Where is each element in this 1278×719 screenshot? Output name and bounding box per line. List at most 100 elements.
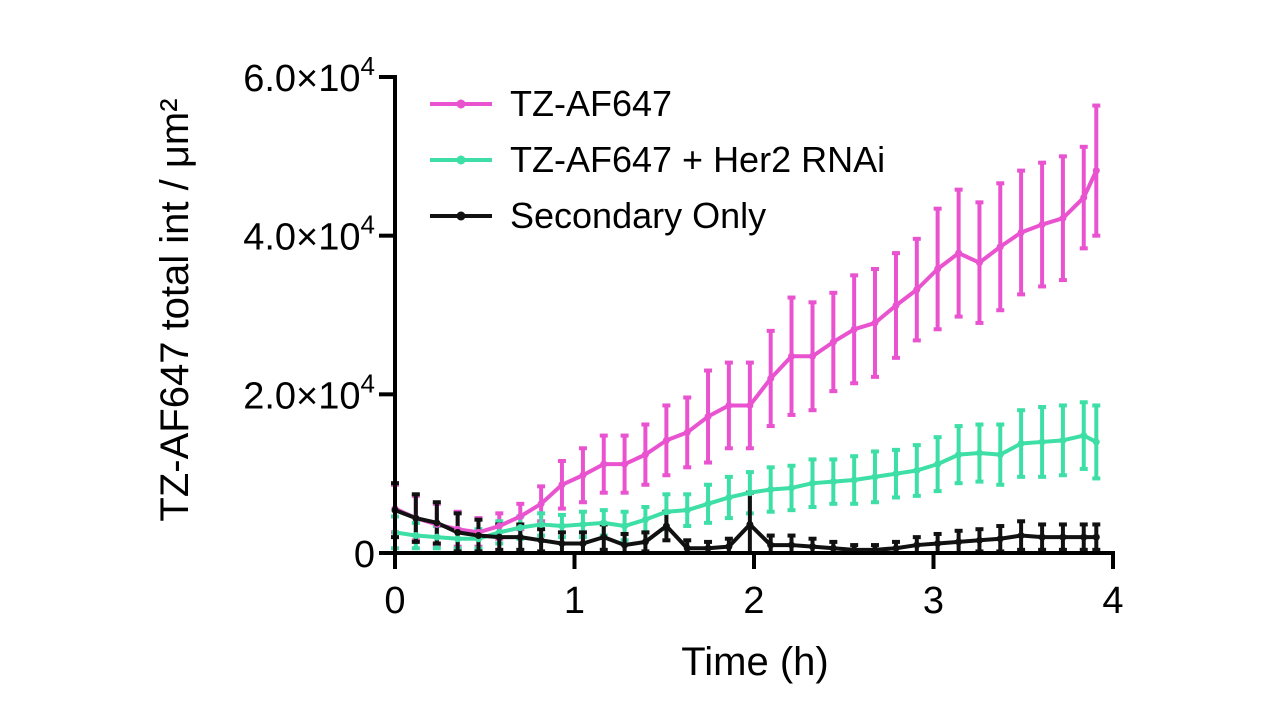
data-point-tz-af647-her2-rnai [683,506,691,514]
data-point-secondary-only [809,543,817,551]
data-point-secondary-only [662,522,670,530]
data-point-tz-af647 [913,286,921,294]
data-point-tz-af647-her2-rnai [621,522,629,530]
data-point-tz-af647 [558,481,566,489]
data-point-tz-af647 [579,471,587,479]
data-point-secondary-only [996,535,1004,543]
data-point-tz-af647 [537,500,545,508]
y-axis-title: TZ-AF647 total int / μm² [153,98,197,521]
data-point-secondary-only [1038,533,1046,541]
y-tick-label: 0 [354,534,375,576]
data-point-secondary-only [1059,533,1067,541]
data-point-tz-af647-her2-rnai [892,470,900,478]
data-point-secondary-only [516,533,524,541]
legend-label-tz-af647: TZ-AF647 [510,83,672,124]
data-point-tz-af647-her2-rnai [1080,432,1088,440]
data-point-tz-af647-her2-rnai [579,520,587,528]
data-point-tz-af647-her2-rnai [809,479,817,487]
data-point-tz-af647-her2-rnai [516,524,524,532]
data-point-tz-af647 [996,243,1004,251]
data-point-tz-af647 [955,249,963,257]
legend-marker-tz-af647 [456,99,466,109]
data-point-tz-af647-her2-rnai [850,476,858,484]
data-point-tz-af647 [1092,167,1100,175]
data-point-secondary-only [1017,532,1025,540]
data-point-tz-af647 [767,374,775,382]
data-point-secondary-only [746,520,754,528]
data-point-tz-af647-her2-rnai [955,451,963,459]
data-point-secondary-only [474,532,482,540]
data-point-secondary-only [829,544,837,552]
data-point-tz-af647 [975,259,983,267]
x-tick-label: 4 [1102,580,1123,622]
data-point-tz-af647 [683,428,691,436]
data-point-tz-af647 [850,325,858,333]
data-point-secondary-only [767,541,775,549]
data-point-tz-af647-her2-rnai [412,532,420,540]
data-point-tz-af647-her2-rnai [996,451,1004,459]
y-tick-label: 6.0×104 [243,51,375,100]
x-ticks-layer: 0 1 2 3 4 [384,553,1124,622]
data-point-tz-af647-her2-rnai [767,486,775,494]
data-point-tz-af647 [892,301,900,309]
data-point-tz-af647 [516,513,524,521]
data-point-tz-af647-her2-rnai [537,520,545,528]
data-point-secondary-only [725,543,733,551]
data-point-tz-af647 [1080,194,1088,202]
data-point-tz-af647-her2-rnai [934,460,942,468]
data-point-secondary-only [412,514,420,522]
data-point-tz-af647-her2-rnai [1059,436,1067,444]
legend-marker-tz-af647-her2-rnai [456,155,466,165]
legend: TZ-AF647 TZ-AF647 + Her2 RNAi Secondary On… [430,83,885,236]
data-point-secondary-only [934,539,942,547]
data-point-tz-af647 [871,319,879,327]
data-point-tz-af647 [1038,221,1046,229]
data-point-tz-af647 [641,451,649,459]
data-point-tz-af647-her2-rnai [975,449,983,457]
legend-label-tz-af647-her2-rnai: TZ-AF647 + Her2 RNAi [510,139,885,180]
data-point-tz-af647 [1017,228,1025,236]
data-point-secondary-only [558,539,566,547]
data-point-tz-af647 [934,265,942,273]
data-point-tz-af647-her2-rnai [641,516,649,524]
x-tick-label: 3 [923,580,944,622]
data-point-secondary-only [454,528,462,536]
data-point-tz-af647 [1059,214,1067,222]
data-point-tz-af647-her2-rnai [1092,438,1100,446]
data-point-tz-af647-her2-rnai [558,522,566,530]
data-point-tz-af647-her2-rnai [704,500,712,508]
y-tick-label: 4.0×104 [243,210,375,259]
data-point-secondary-only [683,544,691,552]
data-point-tz-af647-her2-rnai [1038,438,1046,446]
data-point-secondary-only [913,541,921,549]
data-point-secondary-only [1092,533,1100,541]
data-point-tz-af647-her2-rnai [600,519,608,527]
data-point-tz-af647-her2-rnai [433,533,441,541]
x-tick-label: 2 [743,580,764,622]
x-axis-title: Time (h) [681,640,828,684]
data-point-tz-af647 [725,401,733,409]
data-point-tz-af647-her2-rnai [1017,440,1025,448]
data-point-tz-af647 [495,522,503,530]
y-ticks-layer: 0 2.0×104 4.0×104 6.0×104 [243,51,395,576]
data-point-tz-af647-her2-rnai [662,508,670,516]
data-point-tz-af647 [788,352,796,360]
data-point-secondary-only [433,519,441,527]
data-point-tz-af647 [704,413,712,421]
data-point-tz-af647-her2-rnai [913,466,921,474]
data-point-secondary-only [600,533,608,541]
data-point-secondary-only [621,541,629,549]
data-point-tz-af647 [829,338,837,346]
data-point-tz-af647-her2-rnai [871,473,879,481]
data-point-secondary-only [641,538,649,546]
data-point-tz-af647 [662,436,670,444]
data-point-tz-af647 [600,460,608,468]
data-point-tz-af647-her2-rnai [454,535,462,543]
data-point-secondary-only [1080,533,1088,541]
y-tick-label: 2.0×104 [243,368,375,417]
data-point-secondary-only [579,539,587,547]
data-point-secondary-only [955,538,963,546]
data-point-secondary-only [975,536,983,544]
data-point-tz-af647-her2-rnai [829,478,837,486]
